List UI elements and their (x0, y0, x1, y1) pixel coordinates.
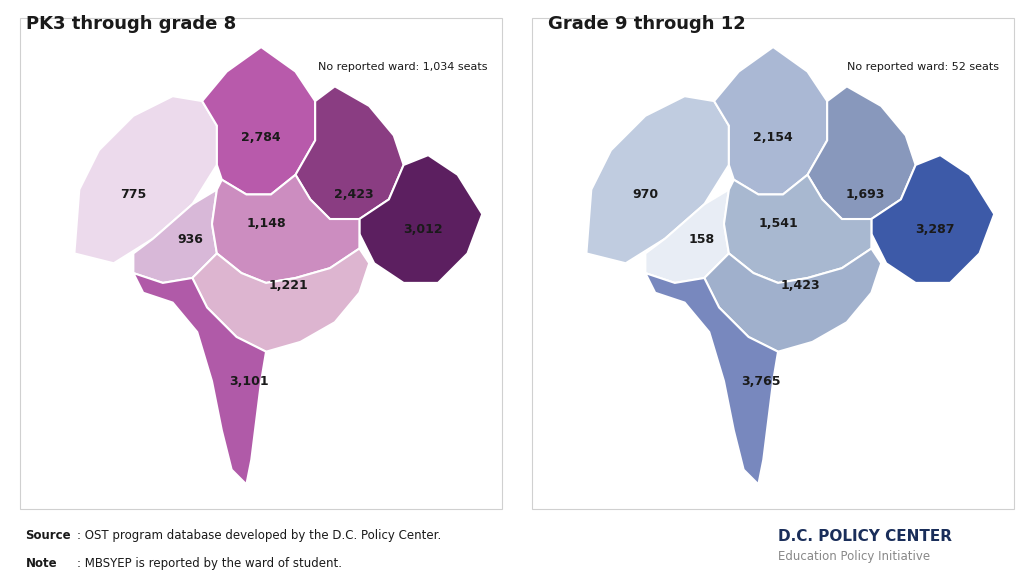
Text: Source: Source (26, 529, 72, 542)
Polygon shape (75, 96, 217, 263)
Text: Education Policy Initiative: Education Policy Initiative (778, 550, 931, 563)
Polygon shape (645, 190, 729, 283)
Text: 2,423: 2,423 (334, 188, 374, 201)
Polygon shape (212, 175, 359, 283)
Polygon shape (871, 155, 994, 283)
Text: 970: 970 (632, 188, 658, 201)
Text: 1,423: 1,423 (780, 279, 820, 292)
Polygon shape (359, 155, 482, 283)
Polygon shape (808, 87, 915, 219)
Polygon shape (133, 273, 266, 484)
Text: Note: Note (26, 557, 57, 570)
Text: 1,221: 1,221 (268, 279, 308, 292)
Text: 1,148: 1,148 (246, 218, 286, 230)
Polygon shape (193, 249, 370, 352)
Text: No reported ward: 52 seats: No reported ward: 52 seats (847, 62, 999, 72)
Text: 3,287: 3,287 (915, 223, 955, 236)
Polygon shape (645, 273, 778, 484)
Text: No reported ward: 1,034 seats: No reported ward: 1,034 seats (317, 62, 487, 72)
Text: 3,101: 3,101 (229, 374, 268, 388)
Text: PK3 through grade 8: PK3 through grade 8 (26, 15, 236, 33)
Polygon shape (724, 175, 871, 283)
Polygon shape (705, 249, 882, 352)
Text: Grade 9 through 12: Grade 9 through 12 (548, 15, 745, 33)
Text: 2,784: 2,784 (242, 132, 281, 144)
Text: : MBSYEP is reported by the ward of student.: : MBSYEP is reported by the ward of stud… (77, 557, 342, 570)
Text: 158: 158 (689, 233, 715, 246)
Polygon shape (296, 87, 403, 219)
Text: 1,693: 1,693 (846, 188, 885, 201)
Polygon shape (587, 96, 729, 263)
Text: 775: 775 (120, 188, 146, 201)
Text: : OST program database developed by the D.C. Policy Center.: : OST program database developed by the … (77, 529, 441, 542)
Polygon shape (133, 190, 217, 283)
Polygon shape (714, 47, 827, 194)
Text: 3,765: 3,765 (741, 374, 780, 388)
Text: 1,541: 1,541 (758, 218, 798, 230)
Polygon shape (202, 47, 315, 194)
Text: 2,154: 2,154 (754, 132, 793, 144)
Text: 936: 936 (177, 233, 203, 246)
Text: D.C. POLICY CENTER: D.C. POLICY CENTER (778, 529, 952, 545)
Text: 3,012: 3,012 (403, 223, 443, 236)
